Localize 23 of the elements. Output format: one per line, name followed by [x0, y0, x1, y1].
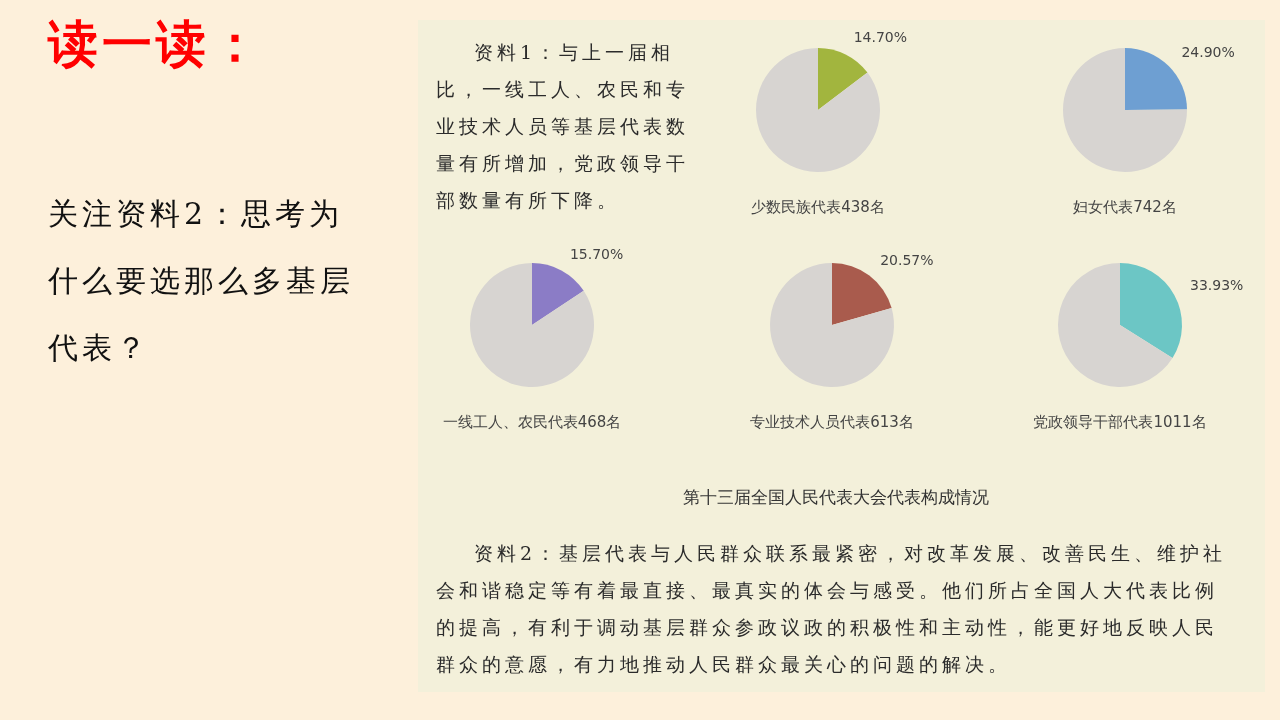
pie-slice — [818, 48, 868, 110]
text: 资料1：与上一届相比，一线工人、农民和专业技术人员等基层代表数量有所增加，党政领导干部数量有所下降。 — [436, 40, 690, 213]
text: 第十三届全国人民代表大会代表构成情况 — [682, 486, 990, 509]
text: 少数民族代表438名 — [751, 198, 885, 216]
pie-slice — [532, 263, 584, 325]
pie-slice — [832, 263, 892, 325]
text: 党政领导干部代表1011名 — [1033, 413, 1207, 431]
text: 专业技术人员代表613名 — [750, 413, 914, 431]
data-label: 15.70% — [569, 245, 624, 262]
text: 资料2：基层代表与人民群众联系最紧密，对改革发展、改善民生、维护社会和谐稳定等有着最直接、最真实的体会与感受。他们所占全国人大代表比例的提高，有利于调动基层群众参政议政的积极性和主动性，能更好地反映人民群众的意愿，有力地推动人民群众最关心的问题的解决。 — [436, 541, 1228, 677]
text: 一线工人、农民代表468名 — [442, 413, 622, 431]
pie-slice — [756, 48, 880, 172]
pie-slice — [770, 263, 894, 387]
pie-slice — [470, 263, 594, 387]
text: 妇女代表742名 — [1073, 198, 1177, 216]
pie-slice — [1058, 263, 1173, 387]
text: 读一读： — [48, 14, 265, 74]
data-label: 24.90% — [1181, 44, 1235, 61]
data-label: 20.57% — [880, 252, 934, 269]
data-label: 33.93% — [1190, 277, 1244, 294]
data-label: 14.70% — [853, 29, 908, 46]
text: 关注资料2：思考为什么要选那么多基层代表？ — [48, 195, 355, 367]
pie-slice — [1120, 263, 1182, 358]
